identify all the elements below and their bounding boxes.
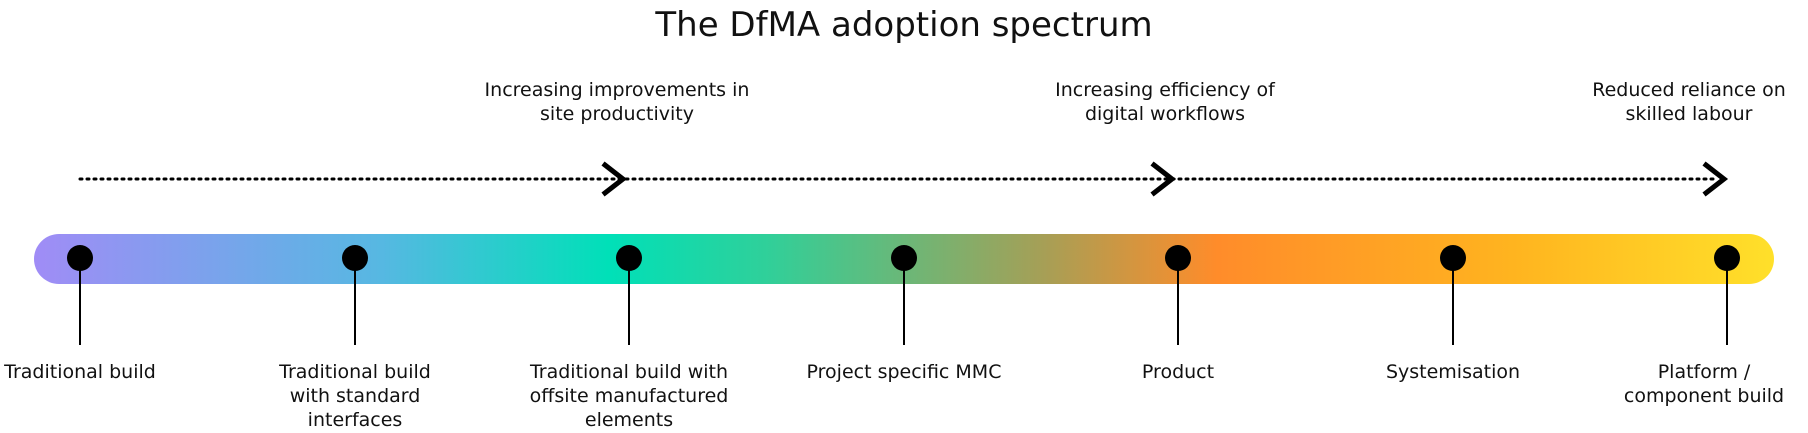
chevron-right-icon bbox=[601, 161, 628, 197]
stage-label-line: Traditional build with bbox=[529, 361, 729, 383]
marker-stem bbox=[1726, 265, 1728, 345]
stage-label-line: component build bbox=[1623, 385, 1785, 407]
annotation-line: skilled labour bbox=[1625, 103, 1753, 125]
marker-stem bbox=[903, 265, 905, 345]
marker-stem bbox=[1177, 265, 1179, 345]
marker-stem bbox=[628, 265, 630, 345]
stage-marker bbox=[67, 245, 95, 345]
annotation-line: digital workflows bbox=[1084, 103, 1246, 125]
marker-stem bbox=[354, 265, 356, 345]
stage-label-line: Project specific MMC bbox=[806, 361, 1002, 383]
stage-label-line: elements bbox=[584, 409, 674, 431]
chevron-right-icon bbox=[1150, 161, 1177, 197]
annotation-line: Reduced reliance on bbox=[1592, 79, 1786, 101]
stage-label-systemisation: Systemisation bbox=[1333, 360, 1573, 384]
stage-label-line: Product bbox=[1141, 361, 1215, 383]
stage-label-line: Systemisation bbox=[1385, 361, 1521, 383]
stage-marker bbox=[616, 245, 644, 345]
annotation-site-productivity: Increasing improvements in site producti… bbox=[452, 78, 782, 126]
marker-stem bbox=[1452, 265, 1454, 345]
stage-label-line: Platform / bbox=[1657, 361, 1751, 383]
stage-marker bbox=[1714, 245, 1742, 345]
diagram-title: The DfMA adoption spectrum bbox=[655, 5, 1153, 45]
stage-marker bbox=[1165, 245, 1193, 345]
stage-label-standard-interfaces: Traditional build with standard interfac… bbox=[235, 360, 475, 432]
annotation-digital-workflows: Increasing efficiency of digital workflo… bbox=[1000, 78, 1330, 126]
chevron-right-icon bbox=[1702, 161, 1729, 197]
stage-marker bbox=[891, 245, 919, 345]
stage-label-product: Product bbox=[1058, 360, 1298, 384]
stage-label-project-specific-mmc: Project specific MMC bbox=[784, 360, 1024, 384]
annotation-line: Increasing improvements in bbox=[484, 79, 750, 101]
marker-stem bbox=[79, 265, 81, 345]
stage-label-line: offsite manufactured bbox=[529, 385, 729, 407]
stage-marker bbox=[1440, 245, 1468, 345]
stage-label-line: Traditional build bbox=[279, 361, 431, 383]
stage-label-traditional-build: Traditional build bbox=[0, 360, 160, 384]
progress-arrow-line bbox=[78, 161, 1729, 197]
stage-label-line: Traditional build bbox=[4, 361, 156, 383]
stage-label-offsite-elements: Traditional build with offsite manufactu… bbox=[509, 360, 749, 432]
stage-label-platform-component-build: Platform / component build bbox=[1600, 360, 1808, 408]
annotation-line: Increasing efficiency of bbox=[1055, 79, 1275, 101]
stage-label-line: with standard bbox=[289, 385, 421, 407]
stage-label-line: interfaces bbox=[307, 409, 403, 431]
stage-marker bbox=[342, 245, 370, 345]
annotation-skilled-labour: Reduced reliance on skilled labour bbox=[1524, 78, 1808, 126]
annotation-line: site productivity bbox=[540, 103, 694, 125]
